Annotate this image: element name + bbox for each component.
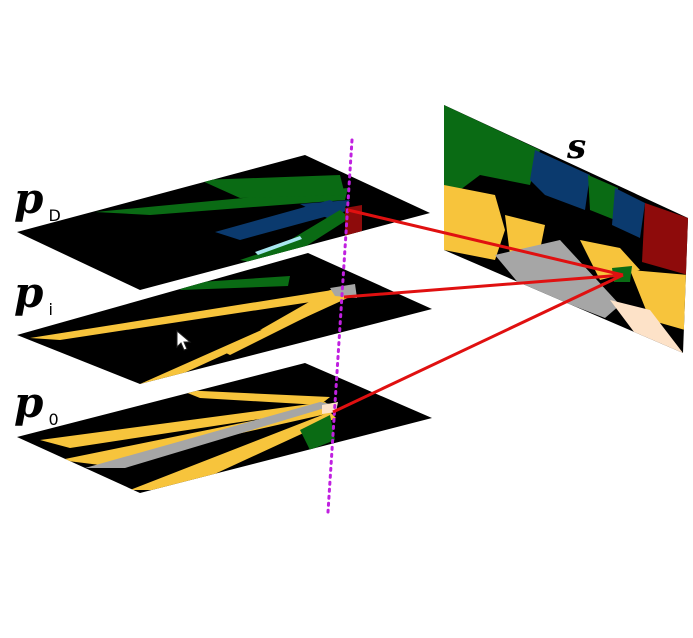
image-label-s: s [566,127,586,167]
plane-pi-green-region [180,276,290,290]
image-s-peach-region [610,300,683,353]
segmentation-image-s: s [444,105,688,353]
plane-p0-yellow-region [180,390,330,405]
plane-pD [17,155,430,290]
plane-label-pD-subscript: D [48,206,60,225]
dotted-vertical-line [326,138,354,514]
plane-pD-green-region [240,240,310,262]
image-s-blue-region [530,150,590,210]
plane-label-pi: p i [14,268,53,319]
image-s-yellow-region [444,185,505,260]
image-s-blue-region [612,188,645,238]
image-s-green-region [444,105,540,190]
plane-pi-gray-region [330,284,357,298]
image-s-yellow-region [505,215,545,255]
plane-p0 [17,363,432,493]
plane-label-pi-symbol: p [14,268,43,317]
image-s-yellow-region [630,270,688,330]
image-s-red-region [642,203,688,275]
correspondence-rays [332,208,624,414]
image-s-green-region [588,175,618,220]
plane-labels: p D p i p 0 [14,174,61,429]
plane-p0-yellow-region [40,402,332,448]
plane-pD-cyan-streak [255,236,302,255]
ray-pi [343,273,624,299]
ray-pD [347,208,624,277]
plane-label-p0-symbol: p [14,378,43,427]
ray-p0 [332,273,624,414]
plane-pi-background [17,253,432,384]
plane-label-p0: p 0 [14,378,59,429]
plane-pi-yellow-region [30,288,350,340]
mouse-pointer-icon [176,330,192,351]
plane-label-pi-subscript: i [48,300,52,319]
plane-label-pD-symbol: p [14,174,43,223]
plane-pD-green-region [200,175,345,198]
plane-p0-gray-region [85,402,335,468]
plane-p0-green-region [300,415,335,450]
plane-label-pD: p D [14,174,61,225]
plane-p0-yellow-region [130,412,336,490]
plane-label-p0-subscript: 0 [48,410,58,429]
plane-pi-yellow-region [260,290,345,330]
plane-pi-yellow-region [220,292,348,355]
plane-pD-background [17,155,430,290]
plane-pi [17,253,432,384]
